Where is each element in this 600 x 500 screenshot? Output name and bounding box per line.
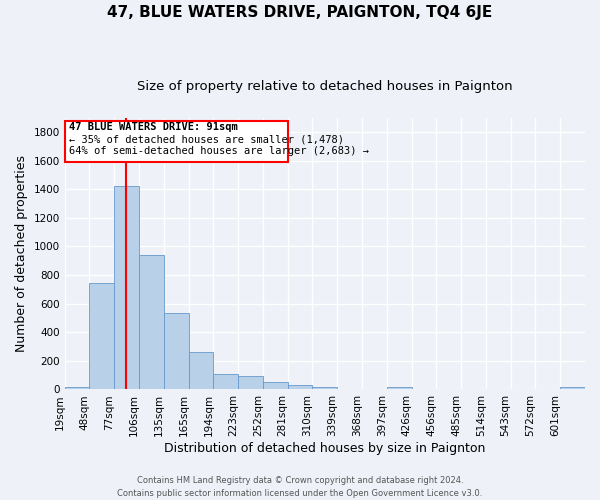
X-axis label: Distribution of detached houses by size in Paignton: Distribution of detached houses by size … bbox=[164, 442, 485, 455]
Text: 64% of semi-detached houses are larger (2,683) →: 64% of semi-detached houses are larger (… bbox=[69, 146, 369, 156]
Text: 47 BLUE WATERS DRIVE: 91sqm: 47 BLUE WATERS DRIVE: 91sqm bbox=[69, 122, 238, 132]
Text: 47, BLUE WATERS DRIVE, PAIGNTON, TQ4 6JE: 47, BLUE WATERS DRIVE, PAIGNTON, TQ4 6JE bbox=[107, 5, 493, 20]
Bar bbox=[65, 120, 287, 162]
Bar bbox=[238, 376, 263, 390]
Text: ← 35% of detached houses are smaller (1,478): ← 35% of detached houses are smaller (1,… bbox=[69, 134, 344, 144]
Y-axis label: Number of detached properties: Number of detached properties bbox=[15, 155, 28, 352]
Bar bbox=[139, 255, 164, 390]
Bar bbox=[287, 386, 313, 390]
Bar bbox=[263, 382, 287, 390]
Bar bbox=[214, 374, 238, 390]
Bar bbox=[164, 313, 188, 390]
Bar bbox=[114, 186, 139, 390]
Bar bbox=[313, 387, 337, 390]
Bar bbox=[89, 283, 114, 390]
Bar bbox=[188, 352, 214, 390]
Title: Size of property relative to detached houses in Paignton: Size of property relative to detached ho… bbox=[137, 80, 512, 93]
Text: Contains HM Land Registry data © Crown copyright and database right 2024.
Contai: Contains HM Land Registry data © Crown c… bbox=[118, 476, 482, 498]
Bar bbox=[560, 388, 585, 390]
Bar bbox=[65, 386, 89, 390]
Bar bbox=[387, 388, 412, 390]
